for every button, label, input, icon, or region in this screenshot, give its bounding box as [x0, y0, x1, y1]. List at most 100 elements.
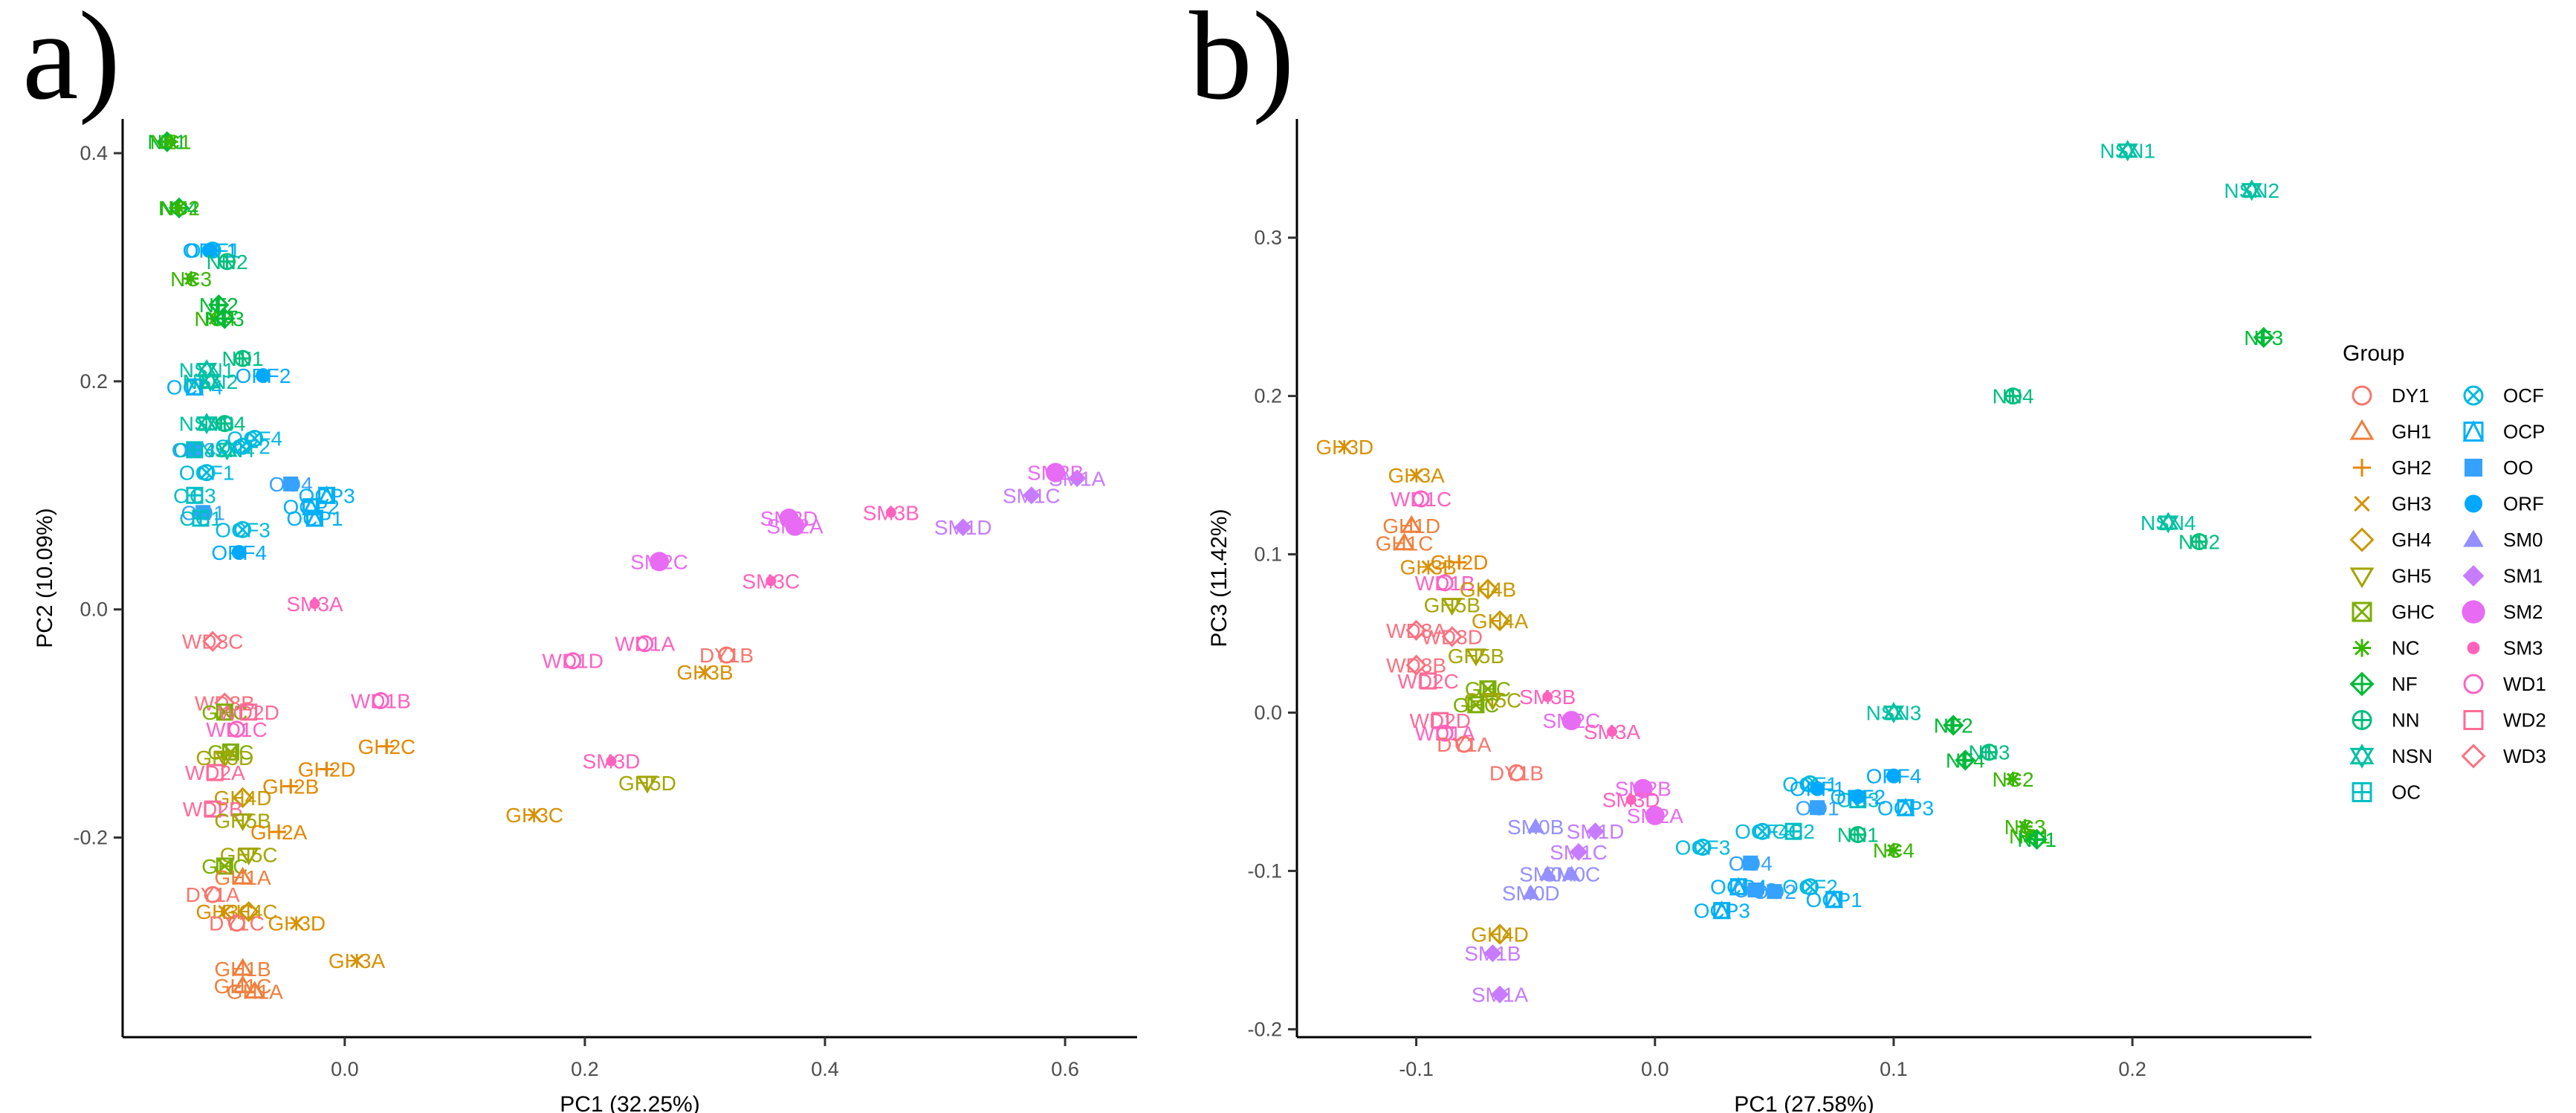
data-point — [234, 349, 252, 367]
data-point — [528, 807, 542, 822]
data-point — [192, 509, 210, 527]
point-label: OCF2 — [1782, 876, 1838, 899]
point-label: OC2 — [1772, 820, 1815, 843]
data-point — [195, 413, 218, 435]
point-label: GH1C — [1376, 532, 1434, 555]
point-label: WD1A — [615, 633, 675, 656]
panel-label-a: a) — [22, 0, 121, 126]
point-label: NF3 — [2244, 326, 2283, 349]
data-point — [1409, 468, 1423, 483]
legend-item-label: GH1 — [2392, 421, 2431, 443]
point-label: ORF4 — [1866, 765, 1922, 788]
point-label: GH2D — [1431, 551, 1489, 574]
data-point — [1483, 944, 1502, 963]
data-point — [214, 750, 236, 769]
data-point — [1943, 714, 1964, 736]
data-point — [1538, 865, 1556, 880]
legend-item-label: DY1 — [2392, 384, 2430, 407]
data-point — [1849, 825, 1867, 843]
point-label: GH5B — [214, 810, 271, 833]
legend-item: GH1 — [2349, 419, 2431, 443]
point-label: OCF3 — [215, 518, 271, 541]
data-point — [1753, 822, 1771, 840]
plot-b: -0.1 0.0 0.1 0.2 -0.2 -0.1 0.0 0.1 0.2 0.3 PC1 (27… — [1207, 119, 2311, 1113]
y-tick-label: -0.2 — [1247, 1018, 1282, 1040]
legend-item-label: NSN — [2392, 745, 2433, 767]
data-point — [219, 253, 236, 271]
point-label: GH4B — [1460, 578, 1516, 601]
legend-item-label: OO — [2503, 457, 2533, 479]
point-label: GH2B — [262, 775, 319, 798]
data-point — [1401, 514, 1423, 533]
data-point — [1455, 735, 1473, 753]
legend-item-label: SM3 — [2503, 637, 2543, 659]
point-label: NC2 — [158, 197, 200, 220]
data-point — [186, 441, 204, 459]
data-point — [232, 787, 253, 808]
data-point — [283, 778, 299, 794]
data-point — [1421, 560, 1435, 574]
data-point — [1886, 842, 1901, 858]
x-tick-label: 0.2 — [571, 1058, 599, 1080]
data-point — [186, 486, 204, 504]
legend-item: GH3 — [2354, 493, 2431, 515]
point-label: SM0C — [1542, 863, 1600, 886]
point-label: GH1A — [227, 981, 284, 1004]
data-point — [163, 134, 178, 149]
point-label: OCP3 — [1694, 900, 1750, 923]
data-point — [290, 916, 304, 930]
data-point — [271, 824, 286, 839]
legend-item: WD3 — [2461, 743, 2546, 769]
data-point — [1482, 692, 1504, 711]
data-point — [636, 635, 654, 653]
data-point — [2158, 512, 2179, 534]
point-label: NF2 — [199, 294, 239, 317]
data-point — [2253, 326, 2274, 348]
data-point — [1886, 768, 1901, 784]
data-point — [214, 308, 236, 329]
legend-item: GH4 — [2349, 527, 2431, 552]
plot-a: 0.0 0.2 0.4 0.6 -0.2 0.0 0.2 0.4 PC1 (32.25%) PC2… — [33, 119, 1137, 1113]
data-point — [636, 775, 658, 794]
data-point — [256, 368, 271, 384]
legend-item-label: NC — [2392, 637, 2420, 659]
legend-item: NF — [2349, 671, 2418, 697]
point-label: SM3B — [863, 501, 919, 524]
x-tick-label: 0.0 — [331, 1058, 359, 1080]
x-axis-label: PC1 (32.25%) — [560, 1092, 699, 1113]
point-label: GH2D — [298, 758, 356, 781]
y-tick-label: 0.4 — [80, 142, 108, 164]
y-tick-label: 0.1 — [1254, 543, 1282, 566]
point-label: OC1 — [179, 507, 222, 530]
point-label: GH1D — [1382, 514, 1440, 538]
data-point — [1507, 764, 1525, 781]
data-point — [1405, 619, 1427, 641]
point-label: SM3A — [286, 593, 343, 616]
point-label: DY1B — [699, 644, 754, 667]
data-point — [2004, 387, 2022, 405]
data-point — [1441, 598, 1463, 616]
point-label: OCP1 — [1806, 888, 1863, 912]
legend: Group DY1 GH1 GH2 GH3 GH4 GH5 GHC NC NF NN NSN OC OCF… — [2343, 341, 2546, 804]
point-label: WD2A — [185, 761, 245, 784]
data-point — [238, 847, 259, 865]
data-point — [319, 761, 334, 777]
point-label: WD3D — [1422, 625, 1483, 648]
x-axis-label: PC1 (27.58%) — [1734, 1092, 1874, 1113]
data-point — [1542, 691, 1553, 703]
y-axis-label: PC2 (10.09%) — [33, 508, 57, 648]
legend-item: OCP — [2462, 420, 2545, 443]
data-point — [202, 242, 218, 258]
data-point — [1850, 789, 1865, 804]
point-label: ORF1 — [1790, 778, 1845, 801]
legend-item-label: NF — [2392, 673, 2418, 695]
point-label: NSN2 — [183, 370, 239, 393]
point-label: NF2 — [1934, 714, 1973, 738]
point-label: OCP2 — [282, 496, 339, 519]
point-label: DY1C — [209, 912, 265, 935]
data-point — [1465, 648, 1487, 667]
legend-item-label: GHC — [2392, 601, 2435, 623]
data-point — [216, 415, 233, 433]
data-point — [198, 464, 216, 482]
data-point — [379, 738, 395, 754]
